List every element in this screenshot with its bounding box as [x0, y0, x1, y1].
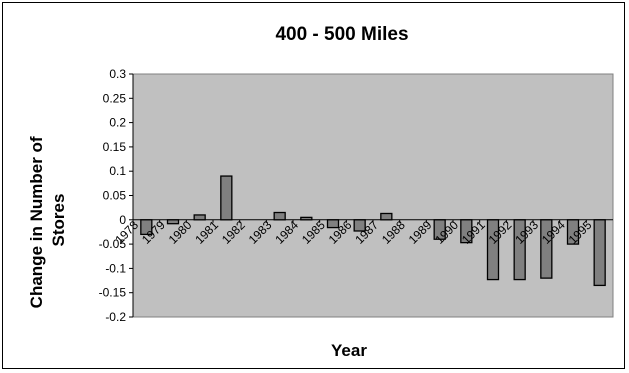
- bar: [166, 219, 180, 225]
- bar: [540, 219, 553, 279]
- y-tick-label: -0.05: [99, 237, 127, 251]
- bar: [380, 212, 393, 221]
- y-axis-label-line-1: Change in Number of: [27, 136, 46, 308]
- y-tick-label: -0.2: [105, 310, 126, 324]
- y-tick-label: 0.2: [109, 116, 126, 130]
- y-tick-label: -0.1: [105, 261, 126, 275]
- bar: [300, 216, 313, 221]
- bar: [566, 219, 580, 245]
- y-axis-label-line-2: Stores: [49, 194, 68, 247]
- y-tick-label: 0.1: [109, 164, 126, 178]
- x-axis-label: Year: [331, 341, 367, 360]
- bar: [433, 219, 446, 240]
- bar: [220, 175, 233, 221]
- bar: [140, 219, 153, 236]
- bar: [486, 219, 500, 281]
- bar: [460, 219, 473, 244]
- bar: [513, 219, 526, 281]
- bar: [193, 214, 206, 221]
- y-axis: 0.3 0.25 0.2 0.15 0.1 0.05 0 -0.05 -0.1 -0.15 -0.2: [99, 67, 134, 324]
- plot-area: [132, 73, 614, 318]
- y-tick-label: 0.15: [103, 140, 127, 154]
- y-tick-label: -0.15: [99, 286, 127, 300]
- bar: [326, 219, 340, 229]
- bar: [273, 211, 286, 221]
- y-tick-label: 0.05: [103, 189, 127, 203]
- bar: [593, 219, 606, 287]
- y-tick-label: 0.3: [109, 67, 126, 81]
- y-axis-label: Change in Number of Stores: [27, 132, 68, 309]
- bar: [353, 219, 366, 232]
- y-tick-label: 0.25: [103, 91, 127, 105]
- y-tick-label: 0: [119, 213, 126, 227]
- chart-title: 400 - 500 Miles: [275, 24, 408, 45]
